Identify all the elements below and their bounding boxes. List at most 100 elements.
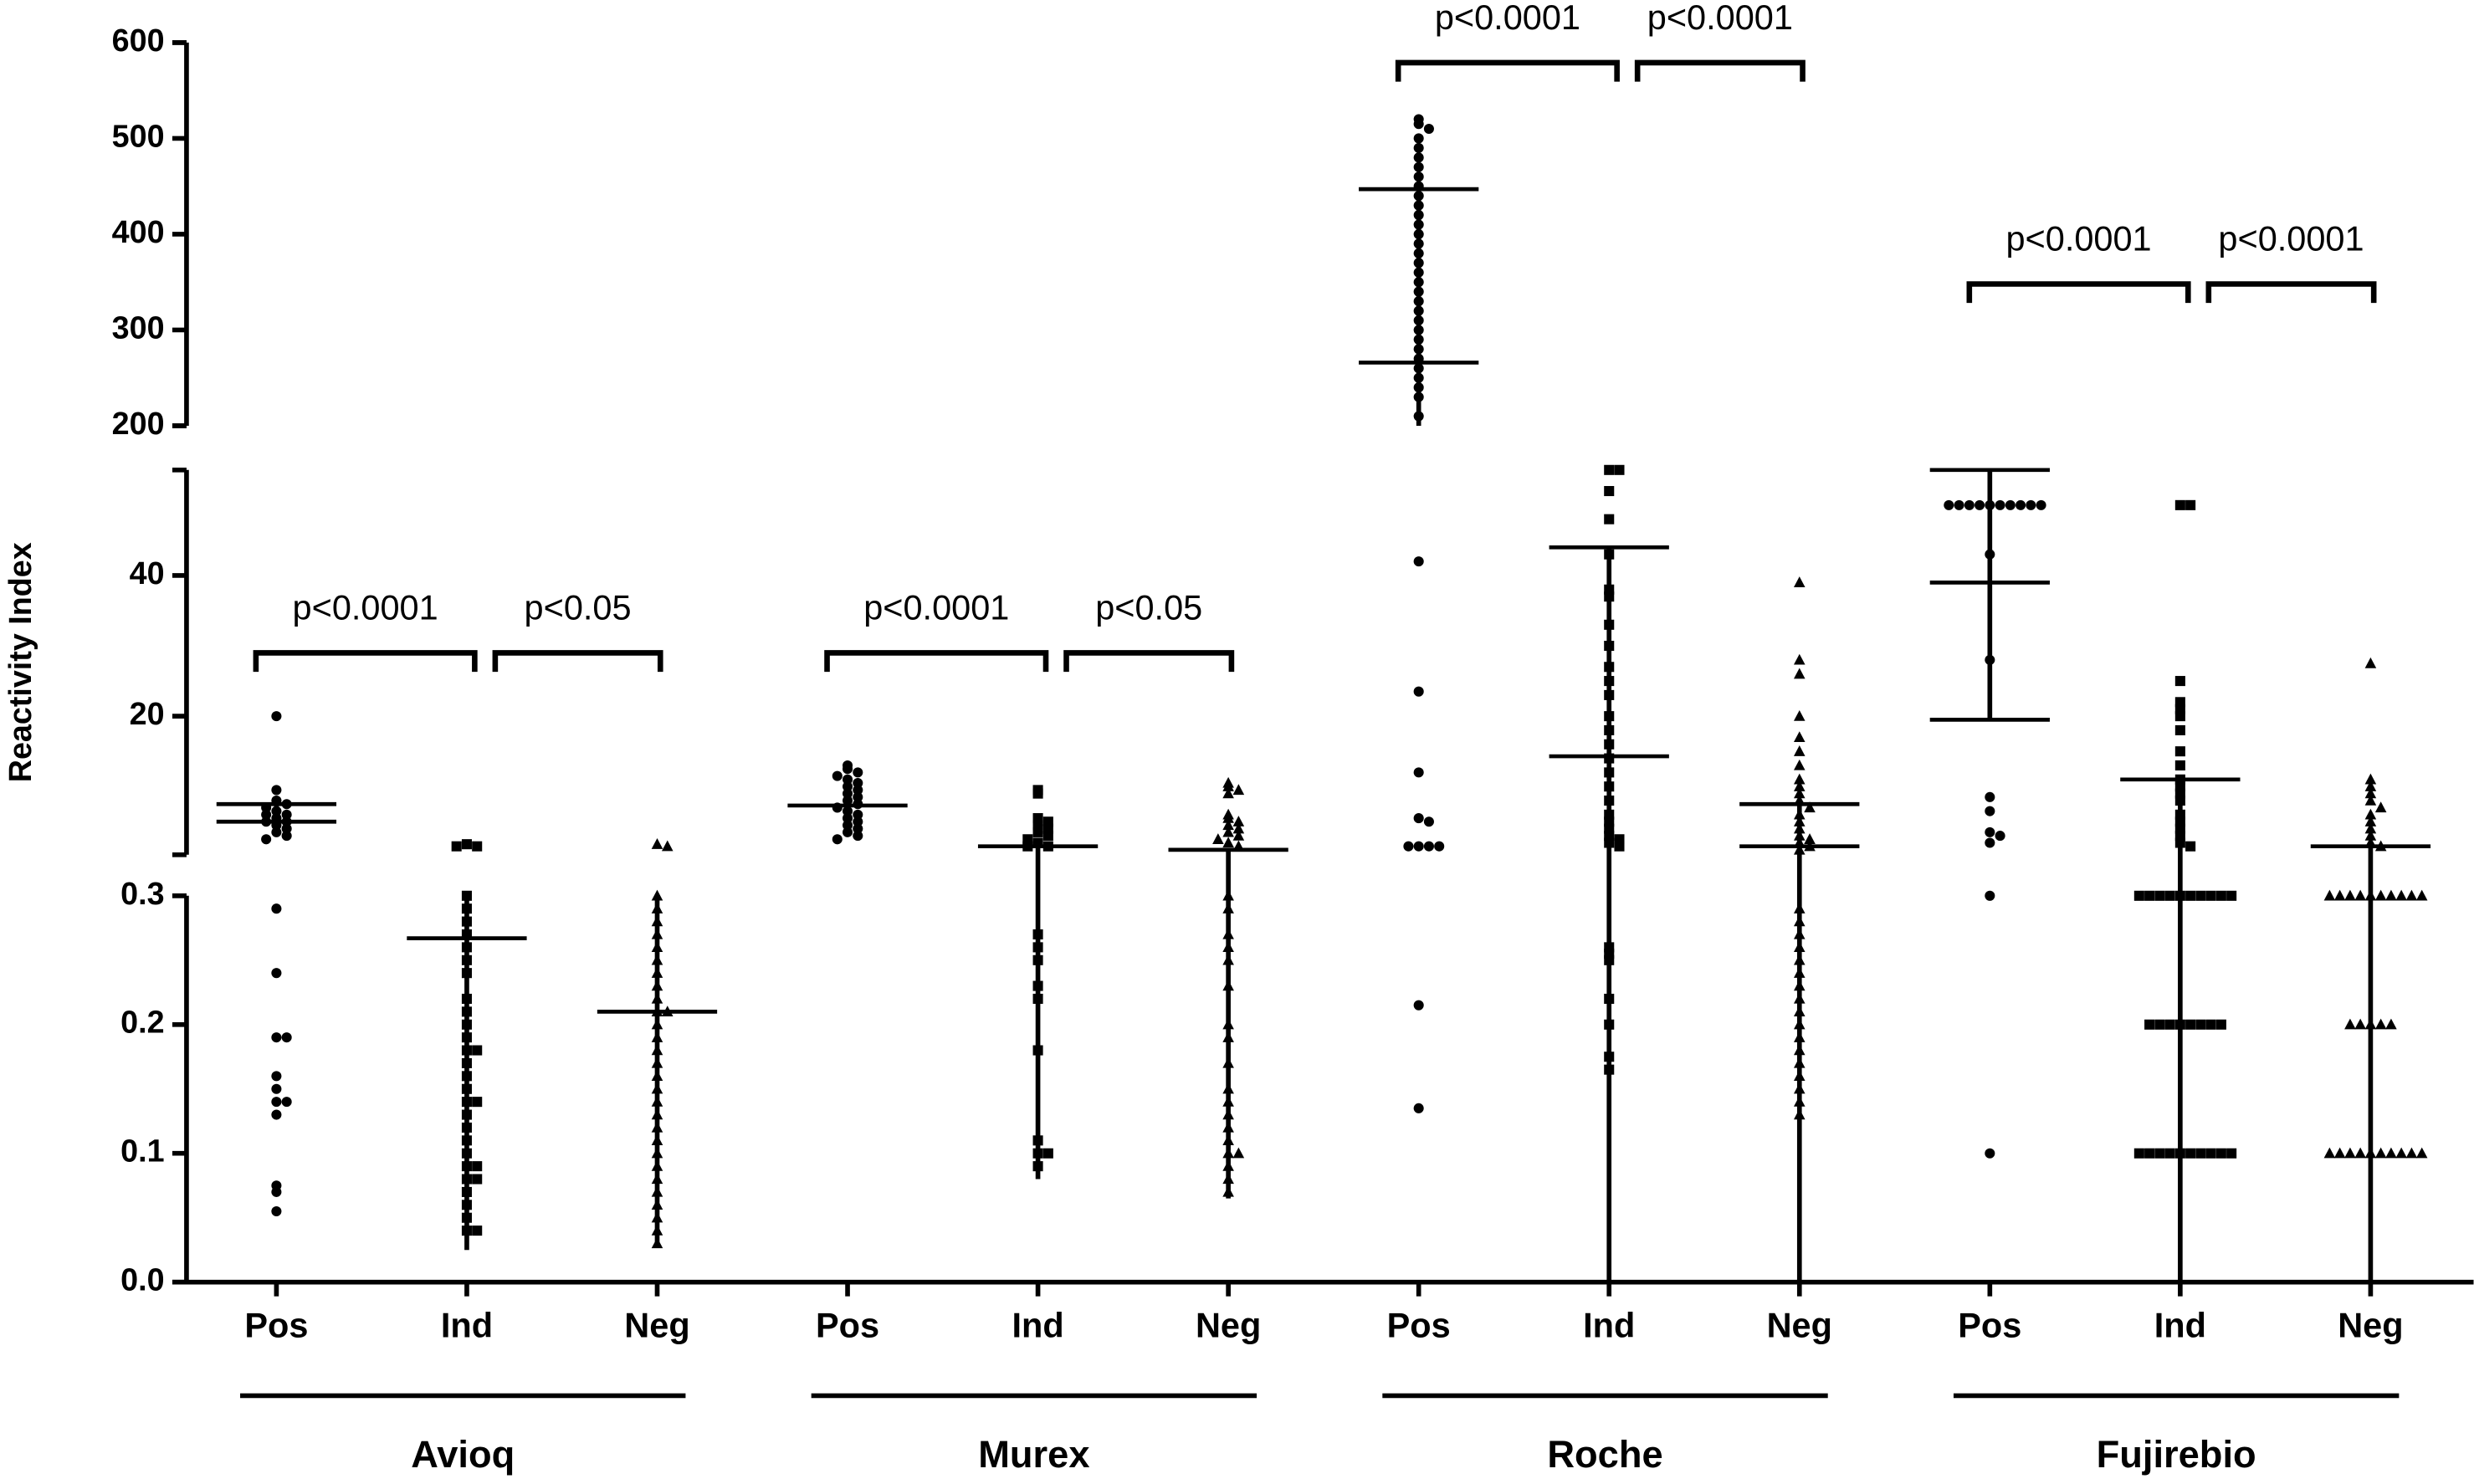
point [261, 834, 272, 845]
point [461, 1148, 472, 1159]
point [843, 806, 853, 816]
point [2354, 889, 2366, 901]
point [1793, 967, 1806, 978]
point [2374, 1147, 2387, 1159]
point [281, 1097, 292, 1108]
point [1604, 1064, 1615, 1075]
point [2144, 1019, 2155, 1030]
point [1222, 780, 1234, 791]
point [2364, 657, 2377, 668]
significance-bracket [492, 650, 663, 673]
point [461, 1174, 472, 1185]
point [1413, 200, 1424, 211]
point [2344, 1147, 2356, 1159]
point [2174, 837, 2185, 848]
x-tick-label: Ind [1012, 1305, 1063, 1344]
point [2174, 796, 2185, 806]
point [1222, 1108, 1234, 1120]
point [1413, 219, 1424, 230]
point [281, 799, 292, 810]
point [2174, 760, 2185, 771]
point [1413, 411, 1424, 422]
point [1793, 1006, 1806, 1017]
point [461, 968, 472, 979]
point [1793, 1057, 1806, 1068]
x-tick-label: Pos [1958, 1305, 2021, 1344]
point [1954, 499, 1964, 510]
point [1604, 1052, 1615, 1062]
point [853, 816, 863, 827]
point [1964, 499, 1975, 510]
point [281, 831, 292, 842]
point [1985, 791, 1995, 802]
x-tick-label: Neg [2338, 1305, 2403, 1344]
point [1604, 619, 1615, 630]
point [1413, 556, 1424, 567]
point [1413, 813, 1424, 824]
point [843, 820, 853, 831]
point [2164, 890, 2175, 901]
point [1793, 653, 1806, 665]
point [1793, 731, 1806, 743]
point [271, 1071, 282, 1082]
point [651, 1211, 663, 1223]
point [461, 954, 472, 965]
p-value: p<0.0001 [1647, 0, 1793, 37]
group-label: Fujirebio [2097, 1433, 2256, 1476]
point [461, 903, 472, 914]
point [1413, 161, 1424, 172]
point [651, 1147, 663, 1159]
point [2395, 889, 2407, 901]
point [1032, 1148, 1043, 1159]
point [651, 1224, 663, 1236]
point [1985, 549, 1995, 560]
point [1804, 801, 1816, 813]
point [1793, 843, 1806, 855]
point [853, 809, 863, 820]
y-tick-label: 40 [130, 555, 165, 591]
point [2185, 841, 2196, 852]
point [472, 1226, 483, 1236]
point [651, 954, 663, 965]
point [1413, 686, 1424, 697]
point [1413, 315, 1424, 326]
point [651, 1070, 663, 1082]
point [461, 929, 472, 940]
point [461, 1057, 472, 1068]
y-tick-label: 20 [130, 696, 165, 731]
point [1604, 1019, 1615, 1030]
point [472, 841, 483, 852]
point [1793, 915, 1806, 927]
p-value: p<0.05 [1095, 587, 1202, 627]
point [2144, 890, 2155, 901]
point [1604, 549, 1615, 560]
point [1804, 833, 1816, 844]
point [2344, 889, 2356, 901]
point [1222, 889, 1234, 901]
point [2195, 1148, 2206, 1159]
point [853, 767, 863, 778]
point [651, 980, 663, 991]
point [461, 1122, 472, 1133]
point [1423, 816, 1434, 827]
point [1232, 829, 1245, 841]
point [843, 781, 853, 792]
point [1604, 641, 1615, 652]
point [1413, 382, 1424, 393]
point [651, 1185, 663, 1197]
point [1413, 210, 1424, 221]
point [1793, 668, 1806, 679]
point [651, 1121, 663, 1133]
point [281, 816, 292, 827]
point [2154, 1148, 2165, 1159]
point [651, 1057, 663, 1068]
point [2374, 840, 2387, 852]
point [1413, 238, 1424, 249]
point [1604, 485, 1615, 497]
point [1793, 1095, 1806, 1107]
point [651, 1018, 663, 1030]
point [461, 993, 472, 1005]
significance-bracket [1966, 281, 2191, 304]
point [1032, 1045, 1043, 1056]
